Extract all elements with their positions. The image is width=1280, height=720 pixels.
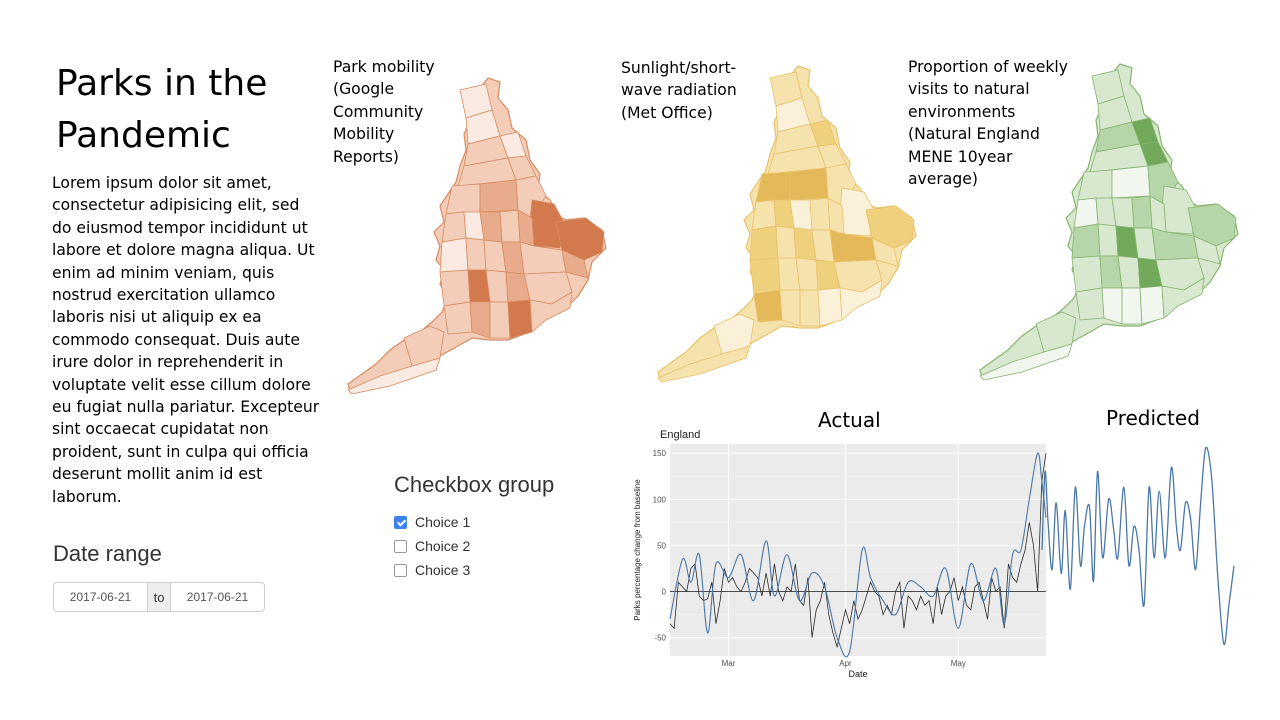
map-region (439, 269, 471, 307)
map-region (1139, 285, 1165, 325)
map-region (479, 179, 519, 213)
map-region (779, 289, 801, 327)
map-region (507, 299, 533, 339)
series-line-2 (669, 452, 1047, 658)
map-region (439, 237, 469, 273)
map-region (347, 357, 441, 395)
map-region (443, 301, 473, 335)
chart-title: England (660, 429, 700, 441)
map-region (657, 345, 751, 383)
checkbox-group-label: Checkbox group (394, 472, 555, 497)
map-region (775, 225, 797, 259)
map-region (1121, 287, 1143, 325)
map-region (1077, 169, 1113, 201)
map-natural-visits (979, 63, 1239, 381)
predicted-series-line (1041, 446, 1235, 645)
map-region (839, 279, 883, 321)
map-region (789, 199, 813, 231)
start-date-input[interactable]: 2017-06-21 (69, 590, 132, 604)
end-date-input[interactable]: 2017-06-21 (186, 590, 249, 604)
map-region (1161, 277, 1205, 319)
map-region (749, 257, 781, 295)
map-caption-park-mobility: Park mobility (Google Community Mobility… (333, 58, 435, 166)
map-caption-visits: Proportion of weekly visits to natural e… (908, 58, 1068, 189)
map-region (799, 289, 821, 327)
x-tick-label: May (951, 659, 966, 668)
x-tick-label: Apr (839, 659, 852, 668)
actual-line-chart: England -50 0 50 100 150 Mar Apr May Date Parks pe… (633, 429, 1047, 679)
y-tick-label: 150 (653, 449, 667, 458)
date-range-label: Date range (53, 541, 162, 566)
map-region (795, 257, 819, 291)
page-title: Parks in the Pandemic (56, 63, 268, 156)
map-region (749, 225, 779, 261)
y-tick-label: 50 (657, 541, 666, 550)
map-region (809, 197, 831, 231)
y-tick-label: -50 (654, 634, 666, 643)
y-tick-label: 0 (662, 587, 667, 596)
x-axis-label: Date (848, 669, 867, 679)
map-region (817, 287, 843, 327)
map-park-mobility (347, 77, 607, 395)
choice-1-checkbox[interactable]: Choice 1 (394, 512, 470, 532)
y-axis-label: Parks percentage change from baseline (633, 479, 642, 621)
map-region (529, 291, 573, 333)
intro-text: Lorem ipsum dolor sit amet, consectetur … (52, 174, 320, 506)
map-region (469, 301, 491, 339)
map-region (1101, 287, 1123, 325)
map-region (441, 211, 467, 243)
date-range-separator: to (147, 583, 171, 611)
map-sunlight (657, 65, 917, 383)
plot-background (670, 444, 1046, 656)
y-tick-label: 100 (653, 495, 667, 504)
map-region (485, 269, 509, 303)
checkbox-checked-icon[interactable] (394, 515, 407, 529)
map-region (1131, 195, 1153, 229)
map-region (1097, 223, 1119, 257)
map-region (871, 237, 899, 267)
map-region (561, 249, 589, 279)
map-region (479, 211, 503, 243)
map-region (1035, 311, 1077, 353)
actual-panel-title: Actual (818, 408, 881, 432)
map-region (1071, 223, 1101, 259)
map-region (1111, 165, 1151, 199)
map-region (499, 209, 521, 243)
map-region (1193, 235, 1221, 265)
map-region (1071, 255, 1103, 293)
choice-label: Choice 3 (415, 562, 471, 578)
map-region (1075, 287, 1105, 321)
map-region (753, 289, 783, 323)
map-region (1073, 197, 1099, 229)
predicted-line-chart (1041, 446, 1235, 645)
choice-2-checkbox[interactable]: Choice 2 (394, 536, 470, 556)
map-caption-sunlight: Sunlight/short-wave radiation (Met Offic… (621, 59, 737, 122)
map-region (713, 313, 755, 355)
x-tick-label: Mar (722, 659, 736, 668)
map-region (1111, 197, 1135, 229)
map-region (755, 171, 791, 203)
map-region (465, 237, 487, 271)
checkbox-unchecked-icon[interactable] (394, 539, 407, 553)
date-range-input: 2017-06-21 to 2017-06-21 (53, 582, 265, 612)
map-region (445, 183, 481, 215)
choice-label: Choice 1 (415, 514, 471, 530)
map-region (489, 301, 511, 339)
checkbox-unchecked-icon[interactable] (394, 563, 407, 577)
predicted-panel-title: Predicted (1106, 406, 1200, 430)
choice-label: Choice 2 (415, 538, 471, 554)
map-region (979, 343, 1073, 381)
map-region (751, 199, 777, 231)
choice-3-checkbox[interactable]: Choice 3 (394, 560, 470, 580)
map-region (403, 325, 445, 367)
map-region (789, 167, 829, 201)
map-region (1117, 255, 1141, 289)
